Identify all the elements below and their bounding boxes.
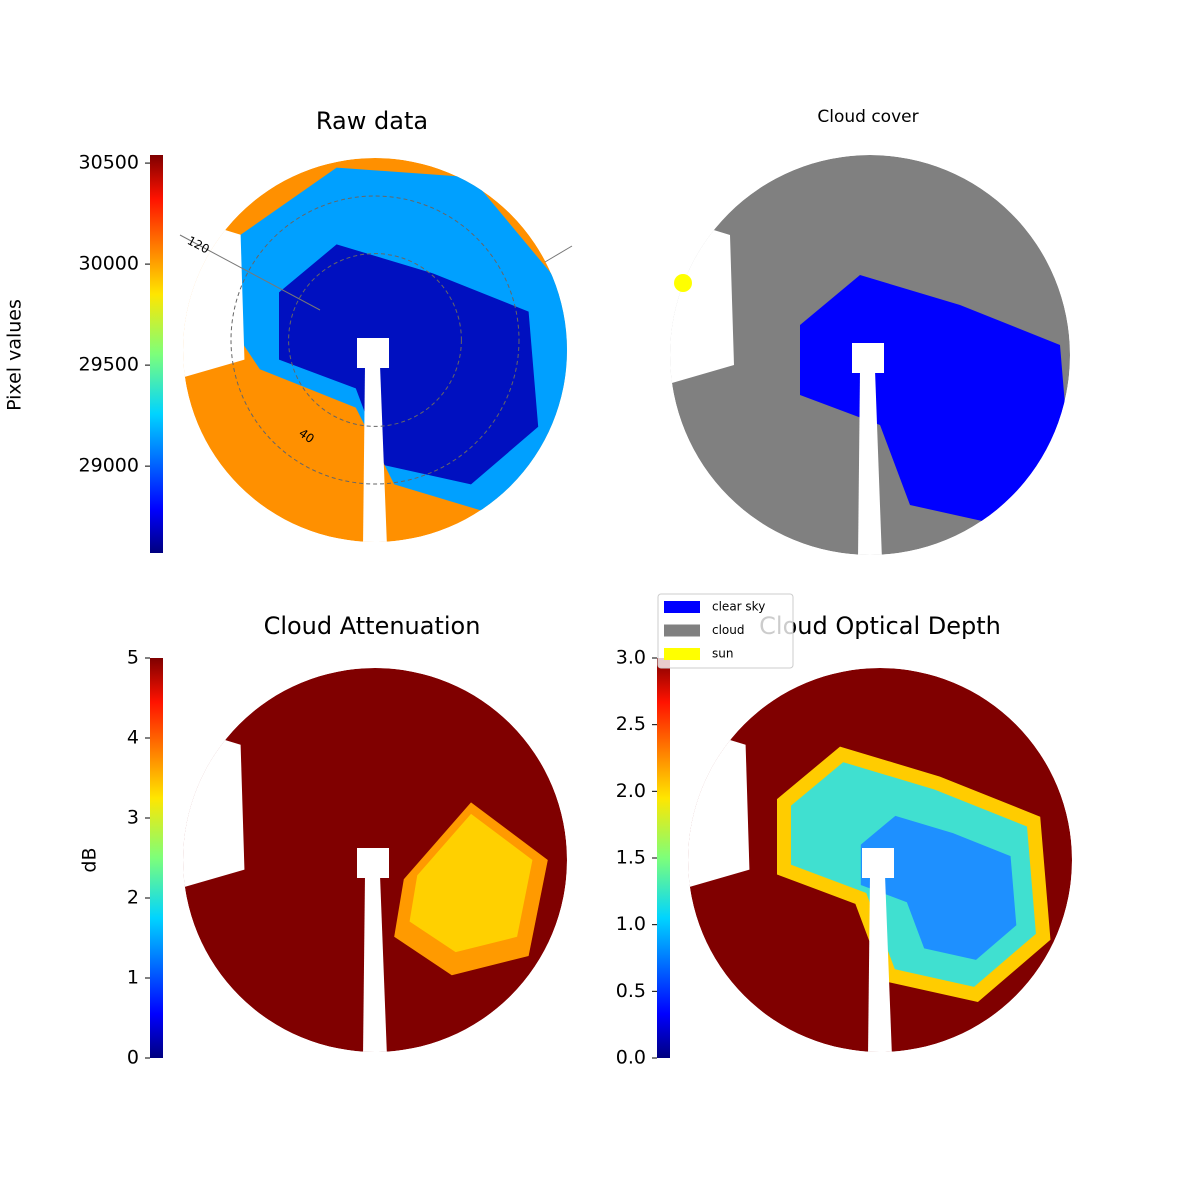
legend-swatch <box>664 601 700 613</box>
azimuth-line <box>179 234 321 311</box>
range-ring <box>288 253 462 427</box>
mask <box>688 725 750 889</box>
colorbar-tick-label: 2 <box>127 887 139 909</box>
sky-region <box>800 275 1070 525</box>
colorbar-tick-label: 0.5 <box>616 980 646 1002</box>
colorbar-label: dB <box>79 847 101 872</box>
colorbar-tick-label: 0 <box>127 1047 139 1069</box>
colorbar-tick-label: 3.0 <box>616 647 646 669</box>
sky-image <box>183 668 567 1052</box>
colorbar-tick-label: 2.5 <box>616 713 646 735</box>
colorbar-tick-label: 1.5 <box>616 847 646 869</box>
mask <box>363 875 387 1052</box>
legend-swatch <box>664 648 700 660</box>
colorbar-tick-label: 30500 <box>79 152 139 174</box>
colorbar-tick-label: 4 <box>127 727 139 749</box>
sky-image <box>670 155 1070 555</box>
mask <box>670 215 734 385</box>
sky-image <box>183 158 567 542</box>
mask <box>862 848 894 878</box>
colorbar-label: Pixel values <box>4 299 26 411</box>
sky-image <box>688 668 1072 1052</box>
legend-label: sun <box>712 647 733 661</box>
colorbar <box>150 155 163 553</box>
colorbar <box>150 658 163 1058</box>
azimuth-line <box>544 245 573 263</box>
mask <box>852 343 884 373</box>
panel-title: Raw data <box>316 107 428 135</box>
mask <box>357 338 389 368</box>
sky-region <box>409 813 533 953</box>
sky-region <box>860 815 1017 960</box>
colorbar-tick-label: 29500 <box>79 354 139 376</box>
colorbar-tick-label: 2.0 <box>616 780 646 802</box>
legend-swatch <box>664 624 700 637</box>
legend-label: clear sky <box>712 600 765 614</box>
mask <box>357 848 389 878</box>
legend-label: cloud <box>712 623 745 637</box>
colorbar-tick-label: 30000 <box>79 253 139 275</box>
panel-title: Cloud Attenuation <box>264 612 481 640</box>
panel-title: Cloud cover <box>817 107 918 127</box>
mask <box>183 725 245 889</box>
colorbar-tick-label: 3 <box>127 807 139 829</box>
annotation: 120 <box>185 233 212 256</box>
panel-title: Cloud Optical Depth <box>759 612 1001 640</box>
colorbar <box>657 658 670 1058</box>
mask <box>858 370 882 555</box>
colorbar-tick-label: 1 <box>127 967 139 989</box>
mask <box>868 875 892 1052</box>
colorbar-tick-label: 0.0 <box>616 1047 646 1069</box>
range-ring <box>230 195 520 485</box>
colorbar-tick-label: 29000 <box>79 455 139 477</box>
mask <box>363 365 387 542</box>
colorbar-tick-label: 1.0 <box>616 913 646 935</box>
colorbar-tick-label: 5 <box>127 647 139 669</box>
sun-marker <box>674 274 692 292</box>
sky-region <box>279 244 539 485</box>
